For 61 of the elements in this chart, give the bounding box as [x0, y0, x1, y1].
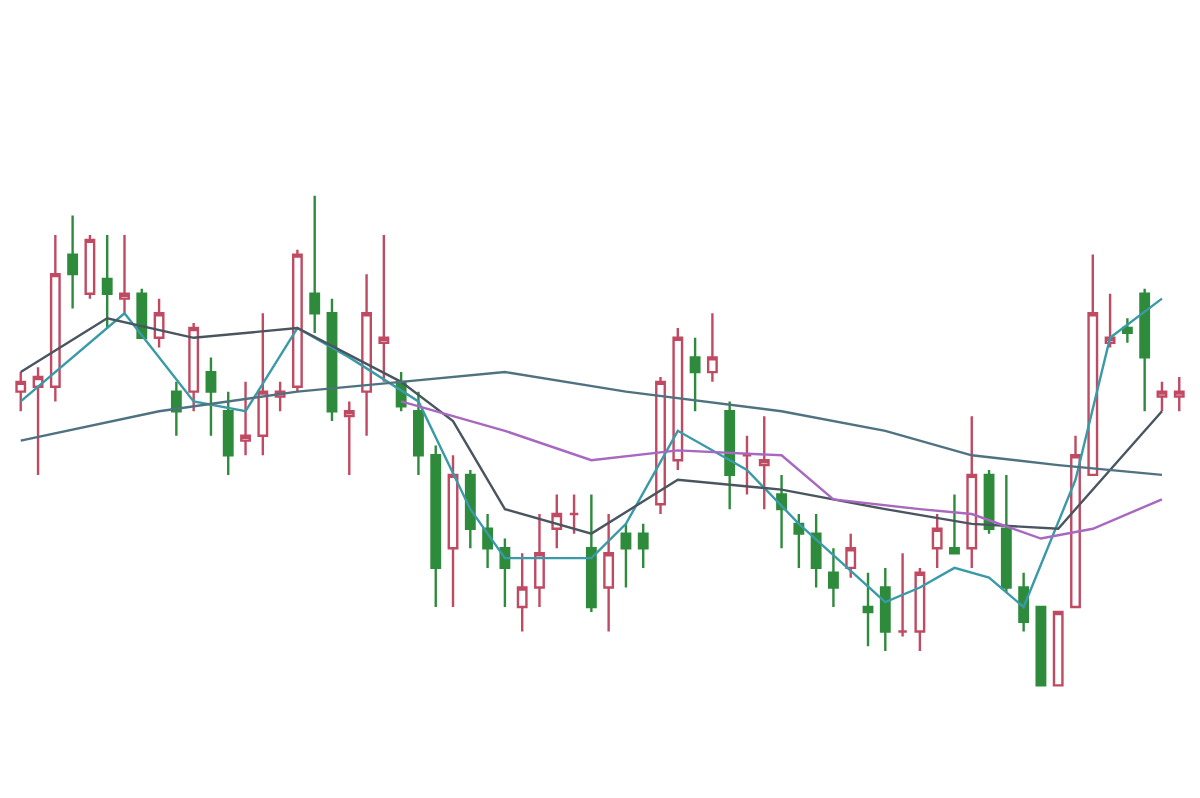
candlestick [724, 400, 736, 511]
candlestick [430, 444, 442, 609]
candlestick [949, 493, 960, 555]
candlestick [15, 370, 27, 413]
candlestick [793, 512, 805, 570]
candlestick [413, 390, 424, 477]
candlestick [758, 414, 770, 511]
candlestick [464, 468, 476, 550]
candlestick [689, 336, 701, 413]
candlestick [257, 312, 269, 457]
candlestick [1052, 610, 1064, 687]
candlestick [309, 194, 321, 335]
candlestick [84, 233, 96, 300]
candlestick [1156, 380, 1168, 413]
candlestick [49, 233, 61, 403]
candlestick [603, 512, 615, 633]
candlestick [32, 365, 44, 477]
candlestick [931, 512, 943, 570]
candlestick [776, 473, 787, 550]
candlestick [551, 493, 563, 550]
candlestick [188, 321, 200, 413]
candlestick [119, 233, 130, 315]
candlestick [534, 512, 545, 609]
candlestick [620, 522, 632, 589]
candlestick [741, 434, 753, 496]
candlestick [1121, 317, 1133, 344]
candlestick [655, 375, 666, 516]
candlestick [516, 552, 528, 633]
candlestick [1173, 375, 1185, 413]
candlestick [810, 512, 822, 589]
candlestick [378, 233, 390, 384]
candlestick [447, 454, 459, 609]
candlestick [706, 312, 718, 384]
candlestick [585, 493, 597, 614]
candlestick [291, 248, 303, 393]
candlestick [1035, 605, 1047, 687]
candlestick [499, 537, 511, 609]
candlestick [862, 571, 874, 648]
candlestick [222, 390, 234, 477]
candlestick [845, 532, 857, 579]
candlestick [966, 414, 978, 570]
candlestick [568, 493, 580, 535]
candlestick [1087, 253, 1099, 477]
candlestick [240, 380, 251, 457]
candlestick [672, 326, 684, 472]
candlestick [637, 522, 649, 570]
candlestick [343, 400, 355, 477]
candlestick [914, 566, 926, 653]
candlestick [205, 356, 217, 437]
candlestick [1139, 287, 1151, 413]
candlestick [879, 566, 891, 653]
candlestick [170, 380, 182, 437]
candlestick [1104, 292, 1116, 349]
candlestick [101, 233, 113, 330]
candlestick [897, 552, 909, 638]
candlestick [1000, 473, 1012, 594]
candlestick [361, 272, 372, 437]
candlestick [1070, 434, 1081, 609]
candlestick [828, 547, 839, 609]
candlestick [153, 297, 165, 349]
candlestick [67, 214, 79, 310]
